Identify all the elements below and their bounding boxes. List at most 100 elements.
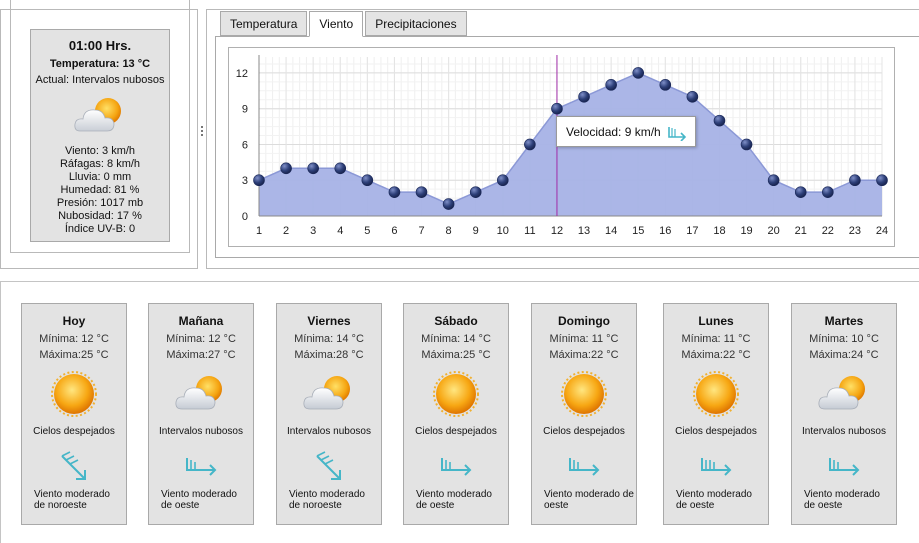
forecast-min-temp: Mínima: 11 °C (549, 333, 619, 345)
current-details-list: Viento: 3 km/h Ráfagas: 8 km/h Lluvia: 0… (31, 145, 169, 236)
wind-west-icon (829, 458, 860, 476)
forecast-card: Viernes Mínima: 14 °C Máxima:28 °C Inter… (276, 303, 382, 525)
current-conditions-frame (10, 0, 190, 253)
x-tick-label: 23 (849, 225, 861, 237)
tooltip-text: Velocidad: 9 km/h (566, 125, 661, 139)
forecast-wind-desc-line: oeste (544, 500, 569, 511)
data-point (334, 162, 347, 175)
forecast-card: Martes Mínima: 10 °C Máxima:24 °C Interv… (791, 303, 897, 525)
partly-cloudy-icon (74, 98, 121, 132)
forecast-max-temp: Máxima:22 °C (549, 349, 619, 361)
forecast-card: Hoy Mínima: 12 °C Máxima:25 °C Cielos de… (21, 303, 127, 525)
sun-icon (561, 371, 607, 417)
data-point (605, 79, 617, 91)
current-conditions-card: 01:00 Hrs. Temperatura: 13 °C Actual: In… (30, 29, 170, 242)
forecast-day: Viernes (307, 314, 351, 328)
forecast-sky-desc: Cielos despejados (675, 426, 757, 437)
forecast-wind-desc-line: de oeste (804, 500, 843, 511)
wind-west-icon (441, 458, 472, 476)
forecast-day: Lunes (698, 314, 734, 328)
forecast-wind-desc: Viento moderado de noroeste (277, 489, 381, 511)
forecast-wind-desc: Viento moderado de oeste (792, 489, 896, 511)
current-humidity: Humedad: 81 % (60, 184, 140, 196)
forecast-day: Martes (824, 314, 864, 328)
tab-content-frame (215, 36, 919, 258)
x-tick-label: 18 (713, 225, 725, 237)
x-tick-label: 20 (768, 225, 780, 237)
data-point (524, 138, 536, 151)
forecast-wind-desc: Viento moderado de noroeste (22, 489, 126, 511)
section-divider-left (0, 281, 1, 543)
forecast-min-temp: Mínima: 14 °C (294, 333, 364, 345)
forecast-card: Mañana Mínima: 12 °C Máxima:27 °C Interv… (148, 303, 254, 525)
forecast-wind-desc-line: Viento moderado (161, 489, 237, 500)
data-point (280, 162, 292, 175)
partly-cloudy-icon (175, 376, 222, 410)
forecast-wind-desc-line: de oeste (416, 500, 455, 511)
data-point (469, 186, 482, 198)
forecast-wind-desc-line: de noroeste (289, 500, 342, 511)
y-tick-label: 12 (236, 68, 248, 80)
forecast-min-temp: Mínima: 14 °C (421, 333, 491, 345)
data-point (767, 174, 780, 187)
x-tick-label: 11 (524, 225, 535, 237)
data-point (740, 138, 753, 151)
forecast-max-temp: Máxima:27 °C (166, 349, 236, 361)
x-tick-label: 5 (364, 225, 370, 237)
chart-tooltip: Velocidad: 9 km/h (556, 116, 696, 147)
partly-cloudy-icon (303, 376, 350, 410)
x-tick-label: 14 (605, 225, 617, 237)
x-tick-label: 4 (337, 225, 343, 237)
current-cloudiness: Nubosidad: 17 % (58, 210, 142, 222)
forecast-min-temp: Mínima: 11 °C (681, 333, 751, 345)
forecast-wind-desc-line: de noroeste (34, 500, 87, 511)
x-tick-label: 2 (283, 225, 289, 237)
forecast-wind-desc-line: Viento moderado (416, 489, 492, 500)
forecast-wind-desc-line: Viento moderado de (544, 489, 634, 500)
forecast-sky-desc: Intervalos nubosos (287, 426, 371, 437)
current-pressure: Presión: 1017 mb (56, 197, 144, 209)
current-time: 01:00 Hrs. (68, 38, 132, 53)
sun-icon (433, 371, 479, 417)
forecast-max-temp: Máxima:28 °C (294, 349, 364, 361)
data-point (496, 174, 509, 187)
data-point (686, 90, 699, 103)
forecast-sky-desc: Intervalos nubosos (802, 426, 886, 437)
forecast-sky-desc: Cielos despejados (33, 426, 115, 437)
current-uv-index: Índice UV-B: 0 (64, 223, 136, 235)
x-tick-label: 1 (256, 225, 262, 237)
x-tick-label: 17 (686, 225, 698, 237)
data-point (442, 198, 455, 210)
tab-precipitaciones[interactable]: Precipitaciones (365, 11, 467, 36)
chart-tabs: Temperatura Viento Precipitaciones (220, 11, 469, 37)
data-point (578, 90, 590, 103)
forecast-wind-desc-line: Viento moderado (289, 489, 365, 500)
forecast-wind-desc-line: de oeste (676, 500, 715, 511)
panel-splitter-handle[interactable] (201, 126, 204, 140)
forecast-max-temp: Máxima:25 °C (421, 349, 491, 361)
x-tick-label: 22 (822, 225, 834, 237)
forecast-sky-desc: Cielos despejados (415, 426, 497, 437)
forecast-card: Sábado Mínima: 14 °C Máxima:25 °C Cielos… (403, 303, 509, 525)
x-tick-label: 8 (446, 225, 452, 237)
tab-temperatura[interactable]: Temperatura (220, 11, 308, 36)
data-point (307, 162, 319, 175)
x-tick-label: 15 (632, 225, 644, 237)
wind-northwest-icon (61, 451, 86, 480)
x-tick-label: 24 (876, 225, 888, 237)
forecast-wind-desc: Viento moderado de oeste (404, 489, 508, 511)
y-tick-label: 6 (242, 139, 248, 151)
chart-panel (206, 9, 919, 269)
current-sky-state: Actual: Intervalos nubosos (35, 74, 165, 86)
y-tick-label: 9 (242, 104, 248, 116)
wind-northwest-icon (316, 451, 341, 480)
sun-icon (51, 371, 97, 417)
tab-viento[interactable]: Viento (309, 11, 364, 37)
data-point (713, 114, 726, 127)
data-point (876, 174, 888, 187)
current-rain: Lluvia: 0 mm (68, 171, 132, 183)
data-point (253, 174, 265, 187)
y-tick-label: 0 (242, 211, 248, 223)
data-point (849, 174, 861, 187)
